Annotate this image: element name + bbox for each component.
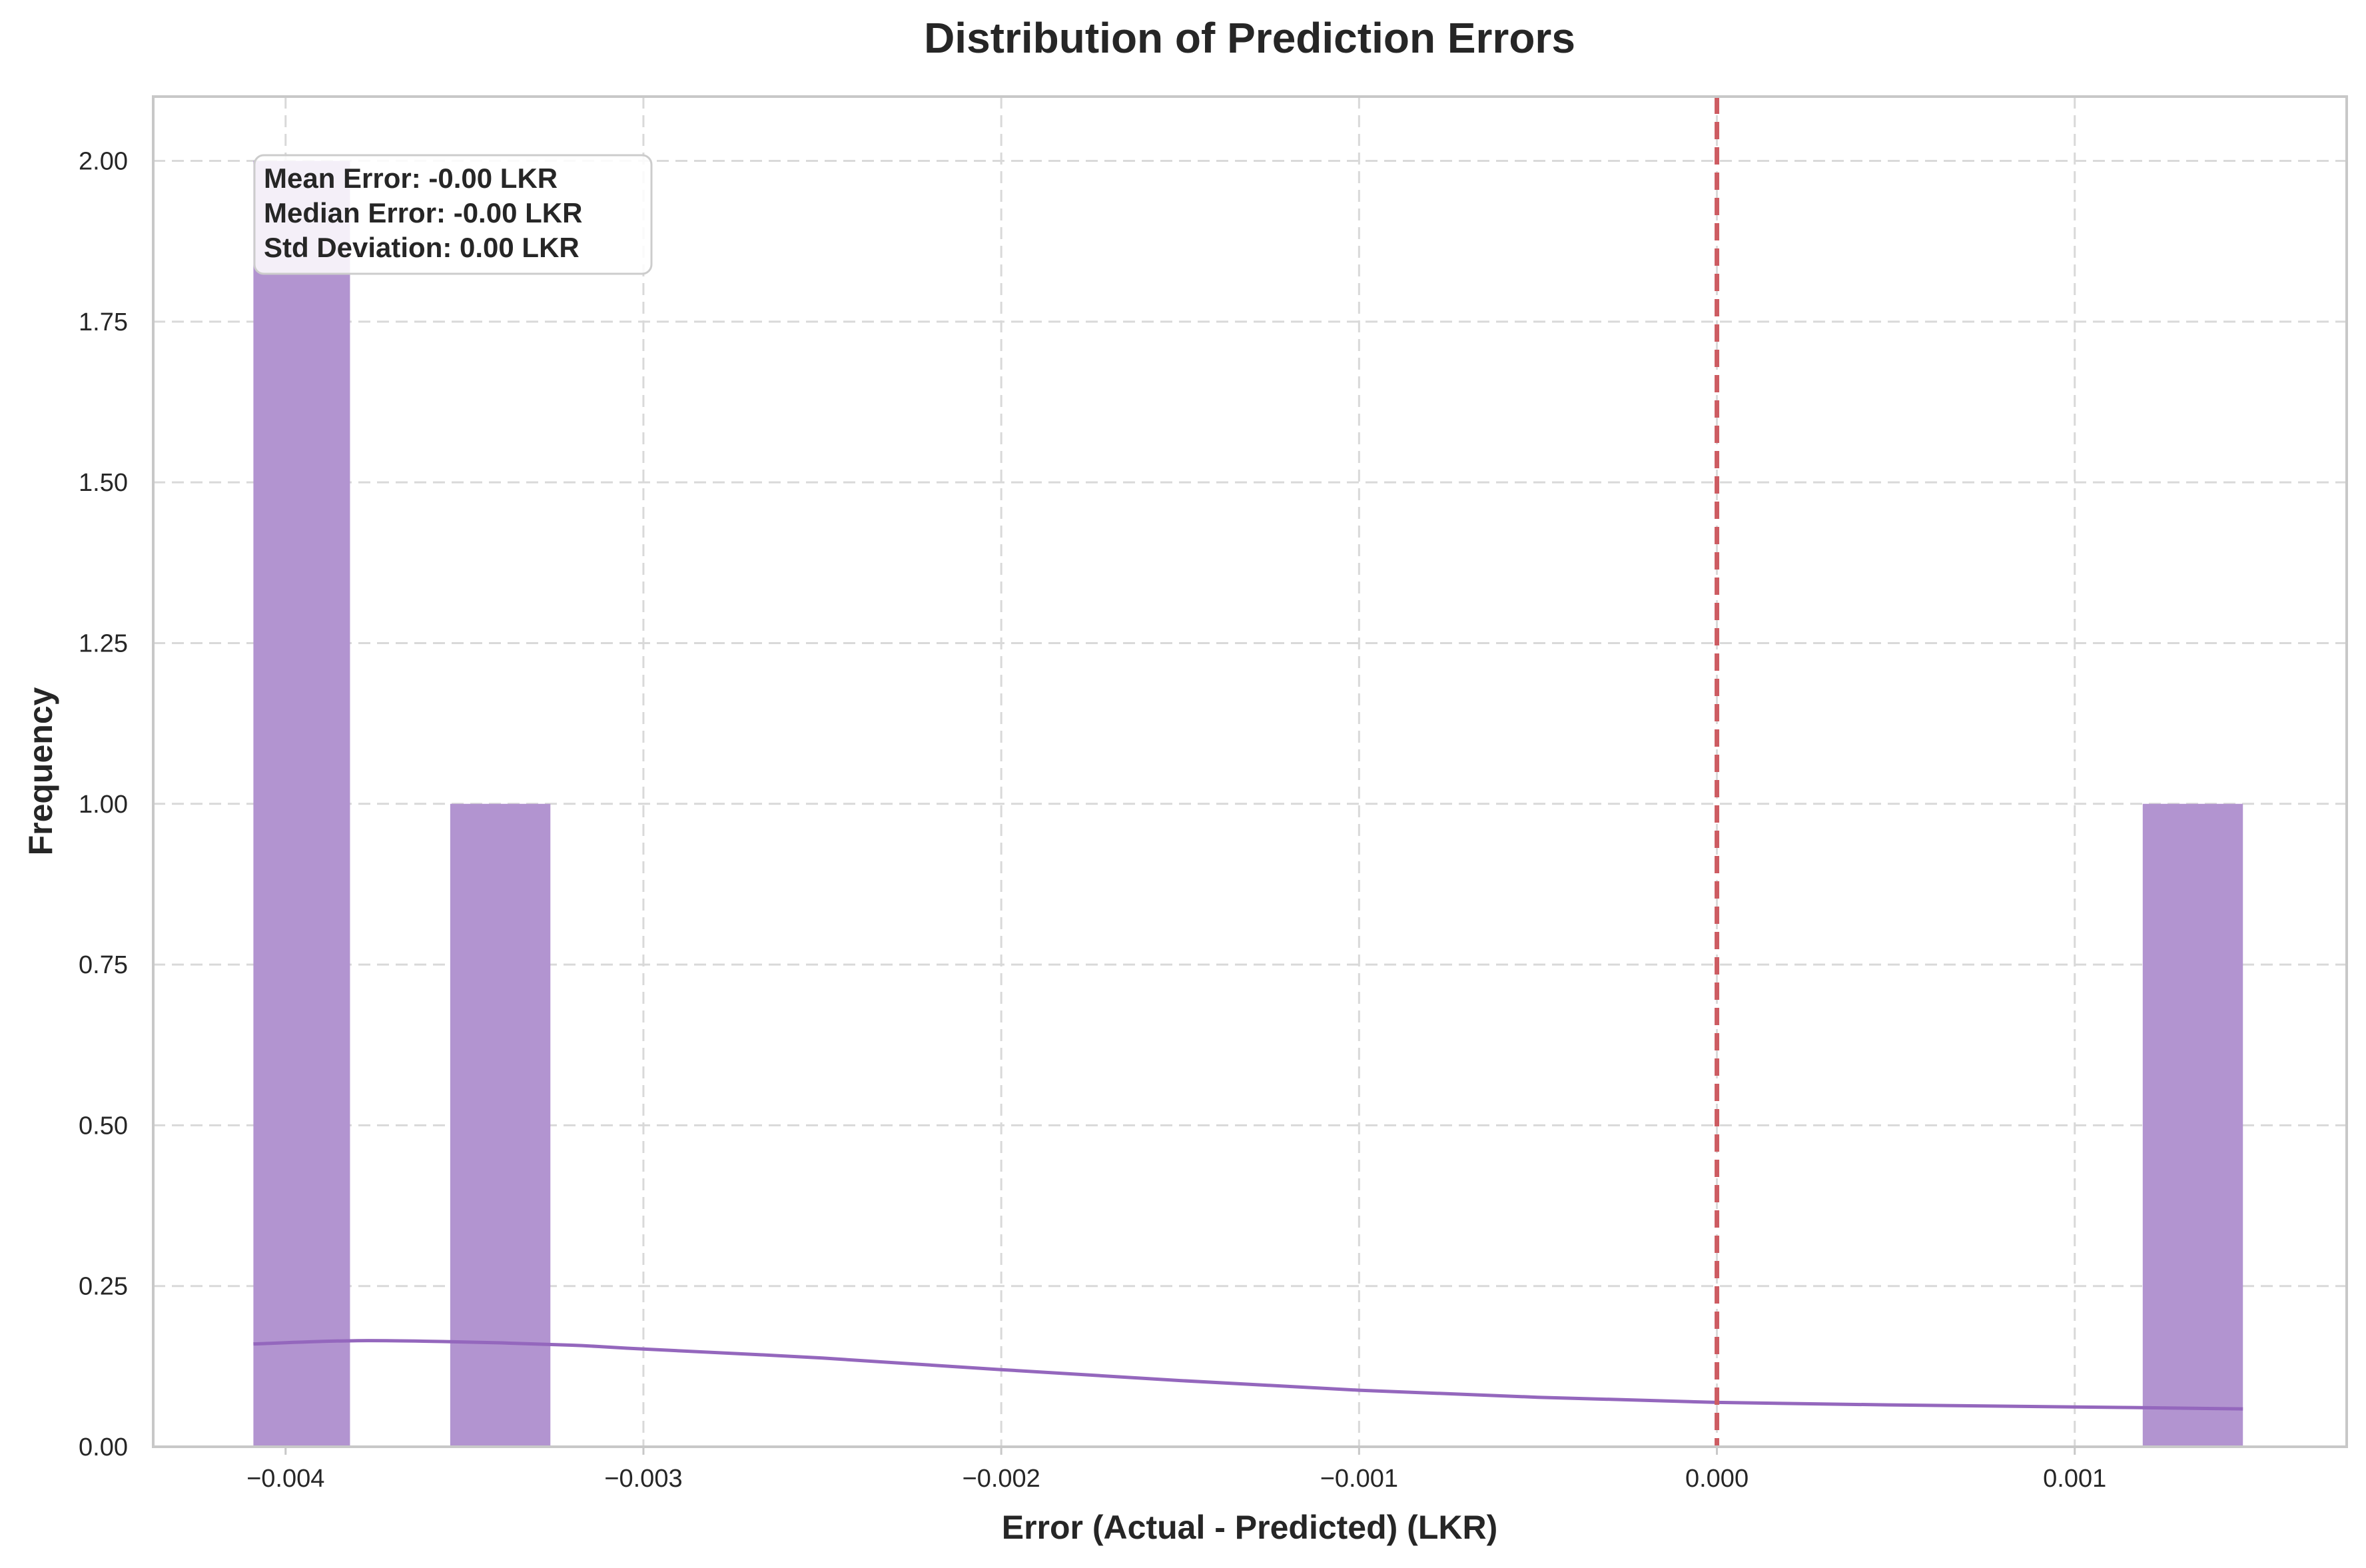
stats-box: Mean Error: -0.00 LKR Median Error: -0.0… bbox=[253, 154, 653, 275]
y-tick-label: 1.50 bbox=[79, 469, 128, 497]
plot-frame bbox=[152, 95, 2348, 1448]
kde-curve bbox=[253, 1339, 2243, 1411]
x-tick-label: 0.000 bbox=[1685, 1465, 1749, 1493]
histogram-bar bbox=[2142, 803, 2243, 1447]
y-tick-label: 2.00 bbox=[79, 148, 128, 176]
stats-median-error: Median Error: -0.00 LKR bbox=[264, 197, 582, 228]
histogram-bar bbox=[450, 803, 551, 1447]
y-tick-label: 0.00 bbox=[79, 1433, 128, 1461]
y-axis-ticks: 0.00 0.25 0.50 0.75 1.00 1.25 1.50 1.75 2.00 bbox=[79, 148, 128, 1461]
kde-curve-group bbox=[253, 1339, 2243, 1411]
y-axis-label: Frequency bbox=[22, 687, 59, 855]
histogram-bar bbox=[253, 161, 350, 1447]
y-tick-label: 0.25 bbox=[79, 1273, 128, 1301]
y-tick-label: 0.50 bbox=[79, 1112, 128, 1140]
histogram-bars bbox=[253, 161, 2243, 1447]
x-axis-label: Error (Actual - Predicted) (LKR) bbox=[1002, 1509, 1498, 1546]
stats-std-deviation: Std Deviation: 0.00 LKR bbox=[264, 232, 580, 263]
x-tick-label: −0.004 bbox=[246, 1465, 324, 1493]
y-tick-label: 0.75 bbox=[79, 951, 128, 979]
y-tick-label: 1.75 bbox=[79, 308, 128, 336]
x-tick-label: −0.003 bbox=[604, 1465, 682, 1493]
stats-mean-error: Mean Error: -0.00 LKR bbox=[264, 163, 558, 194]
y-tick-label: 1.00 bbox=[79, 791, 128, 819]
x-tick-label: −0.002 bbox=[963, 1465, 1040, 1493]
chart-title: Distribution of Prediction Errors bbox=[924, 14, 1575, 62]
x-tick-label: 0.001 bbox=[2043, 1465, 2106, 1493]
x-tick-label: −0.001 bbox=[1320, 1465, 1398, 1493]
y-tick-label: 1.25 bbox=[79, 629, 128, 657]
x-axis-ticks: −0.004 −0.003 −0.002 −0.001 0.000 0.001 bbox=[246, 1447, 2106, 1493]
stats-box-background bbox=[253, 154, 653, 275]
